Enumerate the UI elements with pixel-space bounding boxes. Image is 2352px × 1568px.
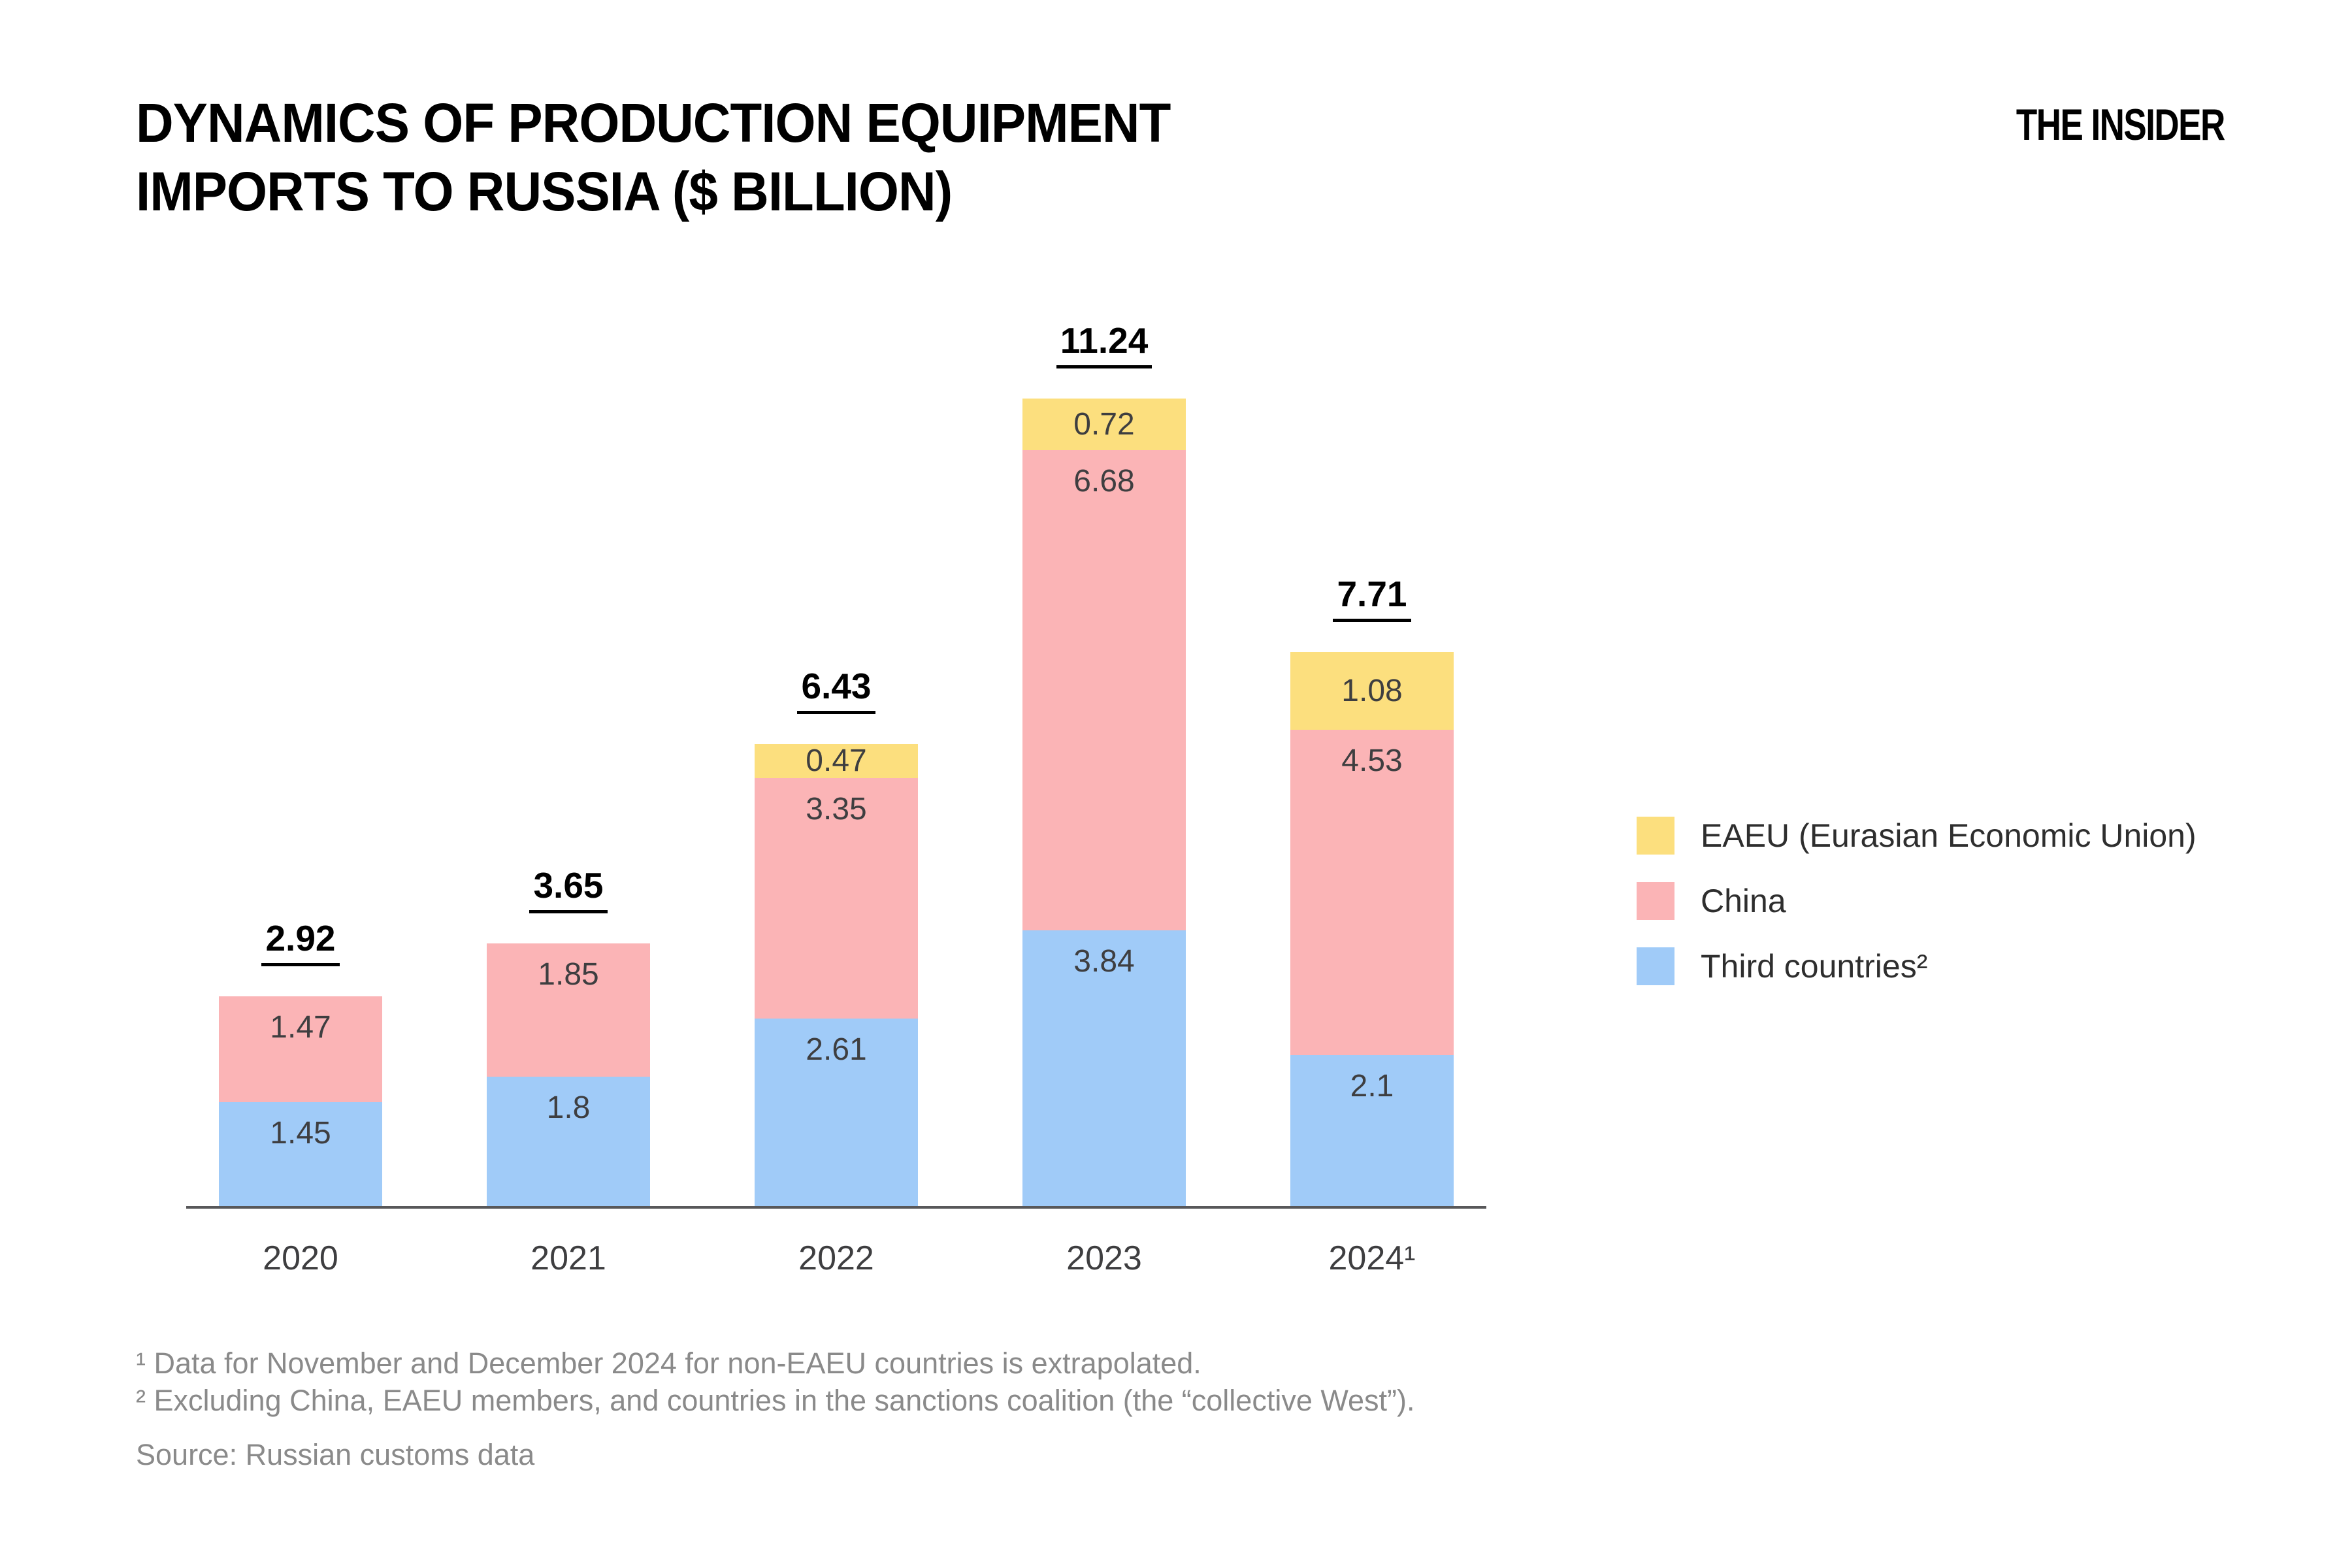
segment-value-label: 0.72 <box>1073 406 1135 442</box>
bar-segment: 6.68 <box>1022 450 1186 930</box>
x-axis-tick-label: 2020 <box>263 1239 338 1277</box>
segment-value-label: 2.1 <box>1350 1069 1394 1103</box>
segment-value-label: 0.47 <box>806 743 867 778</box>
bar-2023: 0.72 6.68 3.84 <box>1022 399 1186 1206</box>
x-axis-tick-label: 2021 <box>531 1239 606 1277</box>
legend-item: China <box>1637 882 2197 920</box>
segment-value-label: 1.85 <box>538 957 599 992</box>
x-axis-tick-label: 2022 <box>798 1239 874 1277</box>
chart-title-line1: DYNAMICS OF PRODUCTION EQUIPMENT <box>136 92 1171 154</box>
bar-segment: 1.08 <box>1290 652 1454 730</box>
segment-value-label: 1.08 <box>1341 673 1403 708</box>
legend-swatch-third <box>1637 947 1674 985</box>
bar-2022: 0.47 3.35 2.61 <box>755 744 918 1206</box>
x-axis-tick-label: 2024¹ <box>1328 1239 1416 1277</box>
total-label-wrap: 6.43 <box>755 668 918 714</box>
bar-segment: 1.85 <box>487 943 650 1077</box>
legend-label: EAEU (Eurasian Economic Union) <box>1701 817 2197 854</box>
segment-value-label: 6.68 <box>1073 464 1135 498</box>
total-label-wrap: 3.65 <box>487 868 650 913</box>
bar-2024¹: 1.08 4.53 2.1 <box>1290 652 1454 1206</box>
bar-segment: 1.45 <box>219 1102 382 1206</box>
segment-value-label: 1.45 <box>270 1115 331 1151</box>
footnote-2: ² Excluding China, EAEU members, and cou… <box>136 1384 1415 1418</box>
legend-label: China <box>1701 882 1786 919</box>
legend: EAEU (Eurasian Economic Union) China Third… <box>1637 817 2197 1013</box>
legend-swatch-china <box>1637 882 1674 920</box>
total-value-label: 6.43 <box>797 668 875 714</box>
bar-2021: 1.85 1.8 <box>487 943 650 1206</box>
bar-segment: 0.47 <box>755 744 918 778</box>
footnotes: ¹ Data for November and December 2024 fo… <box>136 1345 1415 1473</box>
total-label-wrap: 7.71 <box>1290 576 1454 622</box>
segment-value-label: 3.35 <box>806 791 867 826</box>
bar-segment: 4.53 <box>1290 730 1454 1055</box>
source-note: Source: Russian customs data <box>136 1438 535 1472</box>
segment-value-label: 3.84 <box>1073 944 1135 979</box>
chart-title: DYNAMICS OF PRODUCTION EQUIPMENT IMPORTS… <box>136 89 1171 226</box>
the-insider-logo: THE INSIDER <box>2016 100 2225 150</box>
bar-segment: 2.61 <box>755 1019 918 1206</box>
total-label-wrap: 2.92 <box>219 921 382 966</box>
stacked-bar-chart: 1.47 1.45 2.92 2020 1.85 1.8 3.65 2021 0.47 3.35 2… <box>186 323 1486 1275</box>
bar-segment: 0.72 <box>1022 399 1186 450</box>
x-axis-tick-label: 2023 <box>1066 1239 1142 1277</box>
chart-title-line2: IMPORTS TO RUSSIA ($ BILLION) <box>136 161 953 222</box>
bar-segment: 1.8 <box>487 1077 650 1206</box>
bar-segment: 3.84 <box>1022 930 1186 1206</box>
bar-segment: 2.1 <box>1290 1055 1454 1206</box>
total-value-label: 3.65 <box>529 868 608 913</box>
total-value-label: 2.92 <box>261 921 340 966</box>
footnote-1: ¹ Data for November and December 2024 fo… <box>136 1347 1201 1380</box>
bar-2020: 1.47 1.45 <box>219 996 382 1206</box>
legend-label: Third countries² <box>1701 947 1928 985</box>
segment-value-label: 2.61 <box>806 1032 867 1068</box>
bar-segment: 1.47 <box>219 996 382 1102</box>
legend-item: EAEU (Eurasian Economic Union) <box>1637 817 2197 855</box>
legend-item: Third countries² <box>1637 947 2197 985</box>
segment-value-label: 4.53 <box>1341 743 1403 778</box>
segment-value-label: 1.47 <box>270 1010 331 1045</box>
legend-swatch-eaeu <box>1637 817 1674 855</box>
segment-value-label: 1.8 <box>546 1090 591 1125</box>
bar-segment: 3.35 <box>755 777 918 1019</box>
total-value-label: 7.71 <box>1333 576 1411 622</box>
total-label-wrap: 11.24 <box>1022 323 1186 368</box>
total-value-label: 11.24 <box>1056 323 1152 368</box>
